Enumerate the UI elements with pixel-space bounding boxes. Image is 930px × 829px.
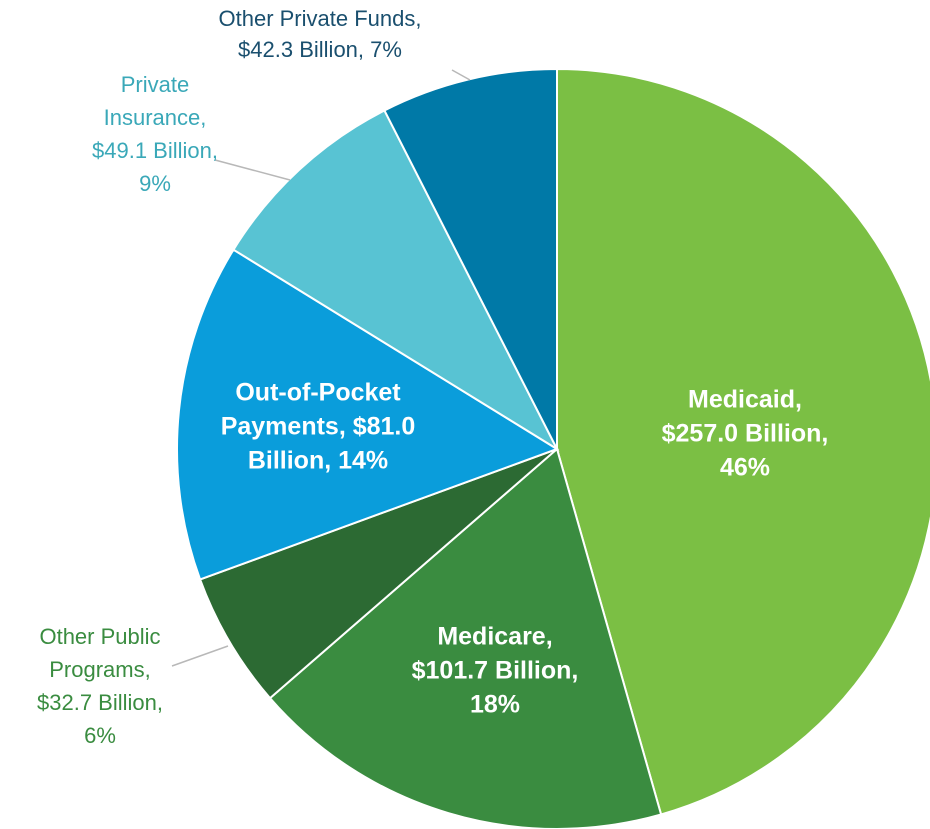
slice-label-line: Private	[121, 72, 189, 97]
slice-label-line: $101.7 Billion,	[412, 657, 579, 685]
slice-label-line: 46%	[720, 454, 770, 482]
slice-label: Other Public Programs, $32.7 Billion, 6%	[37, 624, 163, 748]
slice-label-line: 18%	[470, 691, 520, 719]
slice-label-line: $42.3 Billion, 7%	[238, 37, 402, 62]
slice-label: Medicare, $101.7 Billion, 18%	[412, 623, 579, 719]
leader-line	[171, 645, 229, 667]
pie-slice	[556, 67, 930, 816]
slice-label: Private Insurance, $49.1 Billion, 9%	[92, 72, 218, 196]
slice-label-line: $257.0 Billion,	[662, 420, 829, 448]
slice-label-line: Billion, 14%	[248, 447, 388, 475]
slice-label-line: 9%	[139, 171, 171, 196]
pie-slice	[268, 447, 663, 829]
slice-label-line: $49.1 Billion,	[92, 138, 218, 163]
slice-label-line: Insurance,	[104, 105, 207, 130]
pie-slice	[176, 248, 560, 581]
slice-label-line: Payments, $81.0	[221, 413, 416, 441]
slice-label-line: 6%	[84, 723, 116, 748]
slice-label: Medicaid, $257.0 Billion, 46%	[662, 386, 829, 482]
slice-label-line: Other Public	[39, 624, 160, 649]
slice-label-line: Out-of-Pocket	[235, 379, 401, 407]
leader-line	[214, 159, 291, 181]
slice-label-line: Medicare,	[437, 623, 552, 651]
pie-slice	[198, 448, 558, 700]
leader-line	[451, 69, 471, 81]
slice-label-line: Programs,	[49, 657, 150, 682]
slice-label: Out-of-Pocket Payments, $81.0 Billion, 14%	[221, 379, 416, 475]
slice-label-line: Other Private Funds,	[219, 6, 422, 31]
slice-label-line: $32.7 Billion,	[37, 690, 163, 715]
slice-label-line: Medicaid,	[688, 386, 802, 414]
slice-label: Other Private Funds, $42.3 Billion, 7%	[219, 6, 422, 62]
pie-slice	[232, 109, 560, 452]
